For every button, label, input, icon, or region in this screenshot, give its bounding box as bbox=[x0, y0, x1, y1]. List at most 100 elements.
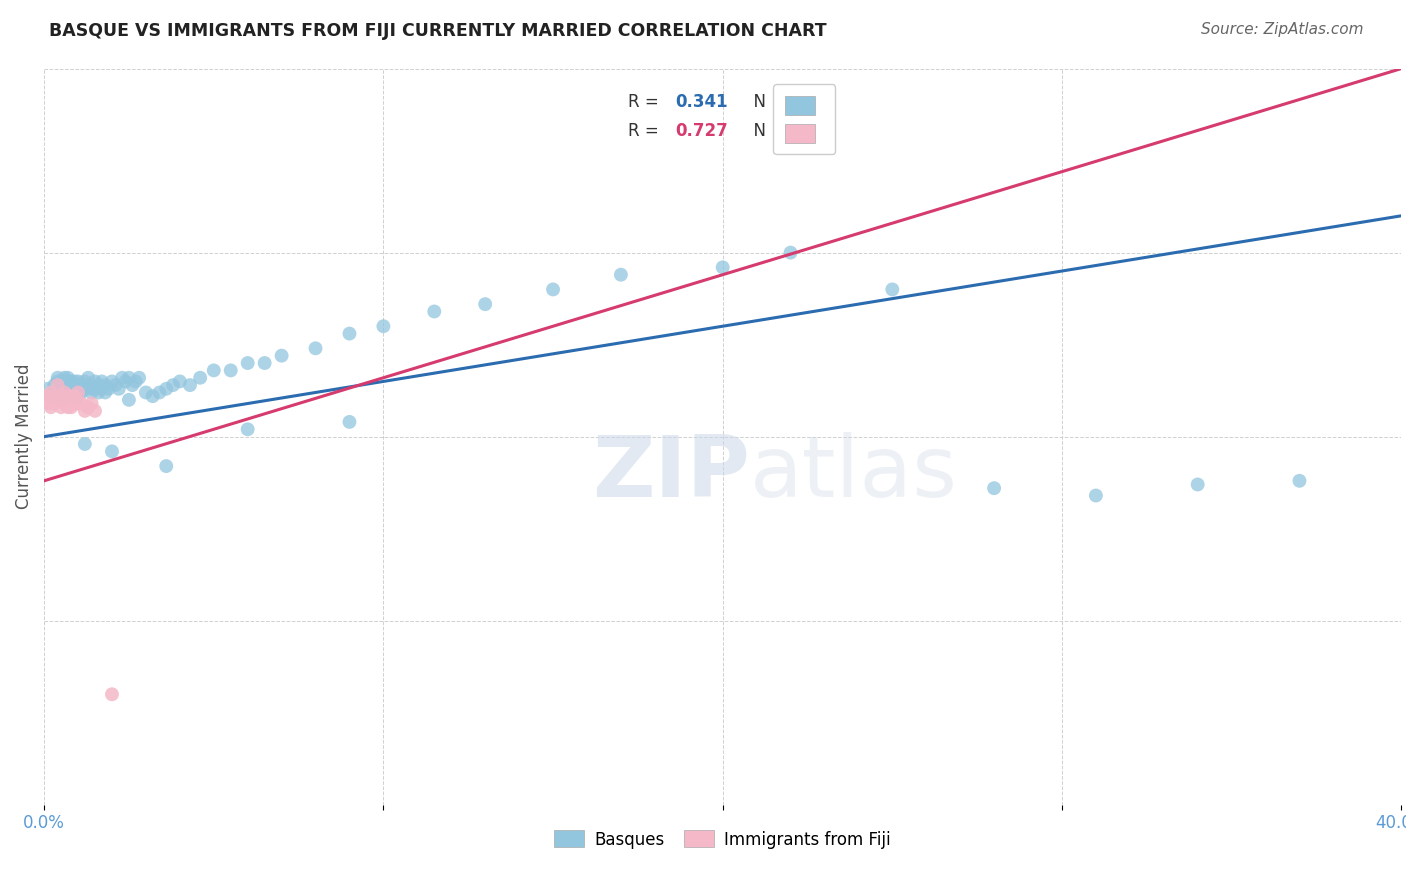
Point bbox=[56, 375, 79, 389]
Point bbox=[373, 319, 395, 334]
Point bbox=[53, 396, 76, 410]
Point bbox=[77, 400, 100, 414]
Point bbox=[101, 687, 124, 701]
Point bbox=[236, 356, 259, 370]
Point bbox=[87, 385, 110, 400]
Point bbox=[46, 370, 69, 384]
Point bbox=[97, 382, 120, 396]
Point bbox=[46, 385, 69, 400]
Point bbox=[423, 304, 446, 318]
Y-axis label: Currently Married: Currently Married bbox=[15, 364, 32, 509]
Point bbox=[155, 459, 177, 474]
Point bbox=[53, 389, 76, 403]
Point bbox=[80, 385, 103, 400]
Point bbox=[101, 444, 124, 458]
Text: ZIP: ZIP bbox=[592, 432, 749, 515]
Point bbox=[169, 375, 191, 389]
Point bbox=[46, 375, 69, 389]
Point bbox=[44, 385, 66, 400]
Point bbox=[87, 378, 110, 392]
Point bbox=[63, 396, 86, 410]
Text: BASQUE VS IMMIGRANTS FROM FIJI CURRENTLY MARRIED CORRELATION CHART: BASQUE VS IMMIGRANTS FROM FIJI CURRENTLY… bbox=[49, 22, 827, 40]
Point bbox=[1288, 474, 1310, 488]
Text: 86: 86 bbox=[797, 93, 820, 111]
Point bbox=[67, 382, 90, 396]
Point bbox=[80, 396, 103, 410]
Text: 0.727: 0.727 bbox=[675, 122, 728, 140]
Point bbox=[56, 389, 79, 403]
Text: R =: R = bbox=[627, 122, 664, 140]
Point bbox=[37, 396, 59, 410]
Point bbox=[90, 382, 112, 396]
Point bbox=[84, 404, 107, 418]
Point bbox=[70, 378, 93, 392]
Point bbox=[67, 375, 90, 389]
Point bbox=[155, 382, 177, 396]
Point bbox=[39, 385, 62, 400]
Text: R =: R = bbox=[627, 93, 664, 111]
Point bbox=[339, 415, 361, 429]
Point bbox=[94, 378, 117, 392]
Point bbox=[70, 396, 93, 410]
Point bbox=[63, 385, 86, 400]
Point bbox=[983, 481, 1005, 495]
Point bbox=[67, 396, 90, 410]
Point bbox=[49, 389, 72, 403]
Point bbox=[711, 260, 734, 275]
Point bbox=[44, 389, 66, 403]
Point bbox=[44, 378, 66, 392]
Point bbox=[56, 400, 79, 414]
Point bbox=[53, 375, 76, 389]
Point bbox=[63, 375, 86, 389]
Point bbox=[73, 382, 96, 396]
Point bbox=[80, 382, 103, 396]
Point bbox=[49, 378, 72, 392]
Point bbox=[270, 349, 292, 363]
Point bbox=[118, 392, 141, 407]
Point bbox=[101, 375, 124, 389]
Point bbox=[44, 396, 66, 410]
Point bbox=[162, 378, 184, 392]
Point bbox=[39, 389, 62, 403]
Point bbox=[67, 385, 90, 400]
Text: N =: N = bbox=[742, 122, 790, 140]
Point bbox=[94, 385, 117, 400]
Point bbox=[39, 400, 62, 414]
Point bbox=[111, 370, 134, 384]
Point bbox=[107, 382, 129, 396]
Point bbox=[779, 245, 801, 260]
Point bbox=[60, 389, 83, 403]
Point bbox=[56, 385, 79, 400]
Text: 0.341: 0.341 bbox=[675, 93, 728, 111]
Point bbox=[304, 341, 326, 355]
Point bbox=[253, 356, 276, 370]
Point bbox=[49, 382, 72, 396]
Point bbox=[53, 385, 76, 400]
Point bbox=[236, 422, 259, 436]
Point bbox=[73, 404, 96, 418]
Point bbox=[135, 385, 157, 400]
Point bbox=[125, 375, 148, 389]
Text: Source: ZipAtlas.com: Source: ZipAtlas.com bbox=[1201, 22, 1364, 37]
Point bbox=[219, 363, 242, 377]
Point bbox=[148, 385, 170, 400]
Text: N =: N = bbox=[742, 93, 790, 111]
Point bbox=[179, 378, 201, 392]
Point bbox=[53, 385, 76, 400]
Point bbox=[77, 370, 100, 384]
Point bbox=[73, 375, 96, 389]
Point bbox=[37, 389, 59, 403]
Point bbox=[60, 400, 83, 414]
Point bbox=[60, 382, 83, 396]
Point bbox=[46, 392, 69, 407]
Point bbox=[63, 378, 86, 392]
Point bbox=[90, 375, 112, 389]
Point bbox=[474, 297, 496, 311]
Point bbox=[104, 378, 127, 392]
Point bbox=[121, 378, 143, 392]
Text: 26: 26 bbox=[797, 122, 821, 140]
Point bbox=[188, 370, 211, 384]
Point bbox=[73, 437, 96, 451]
Point bbox=[60, 375, 83, 389]
Point bbox=[339, 326, 361, 341]
